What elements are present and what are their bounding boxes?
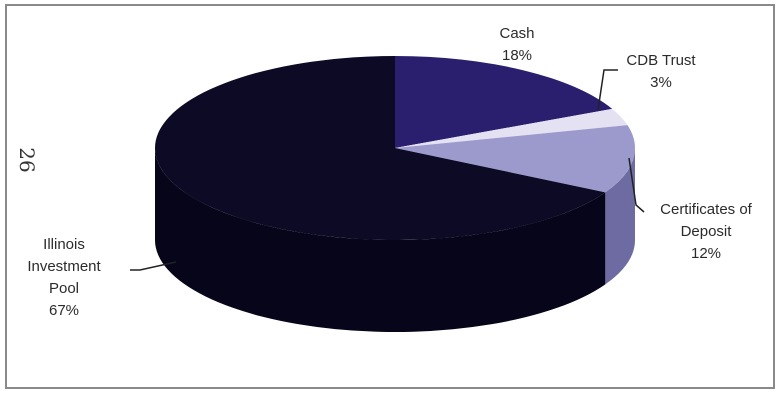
slice-labels: Cash 18% CDB Trust 3% Certificates of Deposit… [27, 25, 752, 319]
slice-label-cdb-trust: CDB Trust 3% [626, 52, 696, 91]
slice-label-certificates-of-deposit: Certificates of Deposit 12% [660, 201, 753, 262]
slice-certificates-of-deposit [395, 125, 635, 193]
slice-cdb-trust [395, 108, 628, 148]
slice-label-line: Pool [49, 280, 79, 297]
pie-top-layer [155, 56, 635, 240]
slice-label-line: 18% [502, 47, 532, 64]
slice-label-line: Investment [27, 258, 101, 275]
leader-line-cdb-trust [597, 69, 618, 111]
slice-label-line: Illinois [43, 236, 85, 253]
slice-illinois-investment-pool [155, 56, 606, 240]
slice-label-line: 67% [49, 302, 79, 319]
slice-cash [395, 56, 613, 148]
slice-label-line: Deposit [681, 223, 733, 240]
leader-lines [130, 69, 645, 271]
slice-side-illinois-investment-pool [155, 148, 606, 333]
pie-depth-layer [155, 148, 635, 333]
leader-line-illinois-investment-pool [130, 261, 177, 271]
slice-side-certificates-of-deposit [605, 148, 635, 285]
slice-label-line: CDB Trust [626, 52, 696, 69]
slice-label-illinois-investment-pool: Illinois Investment Pool 67% [27, 236, 101, 319]
slice-label-line: 12% [691, 245, 721, 262]
slice-label-line: Cash [499, 25, 534, 42]
slice-label-line: Certificates of [660, 201, 753, 218]
leader-line-certificates-of-deposit [628, 157, 645, 213]
slice-label-line: 3% [650, 74, 672, 91]
slice-label-cash: Cash 18% [499, 25, 534, 64]
margin-page-number: 26 [15, 147, 39, 172]
